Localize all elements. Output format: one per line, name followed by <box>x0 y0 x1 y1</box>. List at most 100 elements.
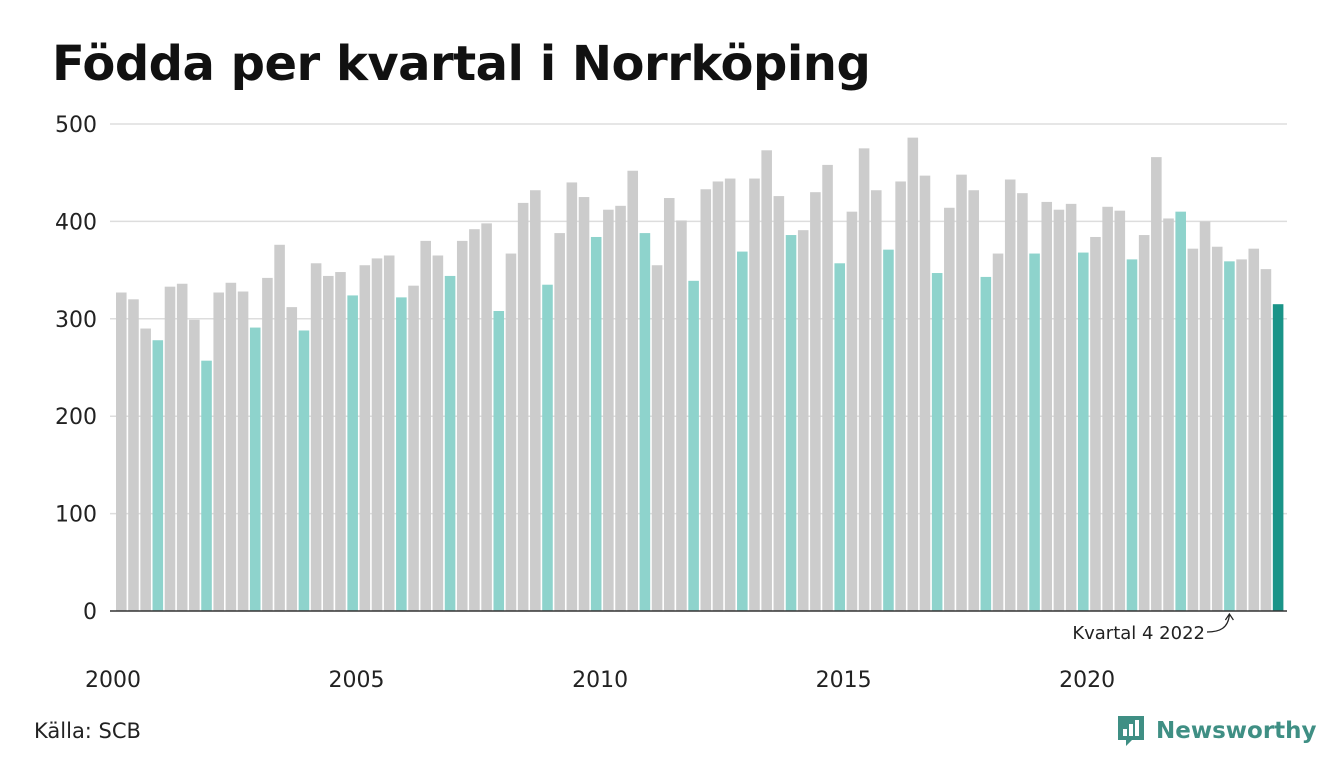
bar <box>176 283 188 611</box>
bar <box>724 178 736 611</box>
bar <box>676 220 687 611</box>
bar <box>870 190 882 611</box>
bar <box>688 280 699 611</box>
chart-title: Födda per kvartal i Norrköping <box>52 36 871 92</box>
bar <box>469 229 480 611</box>
y-tick-label: 400 <box>55 210 97 235</box>
bar <box>128 299 139 611</box>
bar <box>517 202 529 612</box>
bar <box>323 275 334 611</box>
annotation-arrowhead <box>1224 612 1234 621</box>
bar <box>992 253 1004 612</box>
y-axis-labels: 0 100 200 300 400 500 <box>55 113 97 625</box>
bar <box>530 190 541 611</box>
y-tick-label: 0 <box>83 600 97 625</box>
bar <box>505 253 517 612</box>
bar <box>152 340 164 611</box>
bar <box>1126 259 1138 611</box>
bar <box>1260 269 1272 611</box>
annotation-arrow <box>1206 614 1230 633</box>
x-tick-label: 2020 <box>1059 668 1115 693</box>
bar <box>1029 253 1040 612</box>
bar <box>396 297 407 611</box>
bar <box>456 240 468 611</box>
bar <box>615 205 626 612</box>
bar <box>1175 211 1186 611</box>
bar <box>773 196 785 612</box>
bar <box>578 197 590 612</box>
bar <box>858 148 870 611</box>
bar <box>274 244 285 611</box>
bar <box>262 277 273 611</box>
bar <box>956 174 967 611</box>
bar <box>627 170 639 611</box>
bar <box>834 263 846 611</box>
bar <box>590 236 602 611</box>
bar <box>1151 157 1162 611</box>
bar <box>420 240 432 611</box>
bar <box>1065 203 1077 612</box>
bar <box>822 164 833 611</box>
annotation: Kvartal 4 2022 <box>1072 612 1234 644</box>
bar <box>761 150 772 611</box>
y-tick-label: 500 <box>55 113 97 138</box>
bar <box>1077 252 1089 611</box>
bar <box>1114 210 1126 611</box>
brand-name: Newsworthy <box>1156 718 1317 744</box>
bar <box>481 223 492 611</box>
bar <box>1199 221 1211 611</box>
bar <box>347 295 358 611</box>
y-tick-label: 200 <box>55 405 97 430</box>
bar <box>249 327 261 611</box>
bar <box>846 211 858 611</box>
bar <box>797 230 809 611</box>
bar <box>944 207 955 611</box>
bar <box>335 272 346 611</box>
y-tick-label: 100 <box>55 503 97 528</box>
bar <box>116 292 127 611</box>
bar <box>1224 261 1235 611</box>
newsworthy-logo-icon <box>1118 716 1144 746</box>
bar <box>785 235 797 611</box>
bar <box>1236 259 1247 611</box>
bar <box>1041 201 1053 612</box>
source-label: Källa: SCB <box>34 719 141 743</box>
x-axis-labels: 2000 2005 2010 2015 2020 <box>85 668 1115 693</box>
bar <box>371 258 383 611</box>
bar <box>1090 236 1101 611</box>
bar <box>566 182 578 611</box>
bar <box>639 233 651 611</box>
bar <box>810 192 821 611</box>
bar <box>444 275 456 611</box>
x-tick-label: 2010 <box>572 668 628 693</box>
bar <box>542 284 553 611</box>
bar <box>883 249 894 611</box>
bar <box>1272 304 1284 611</box>
bar <box>712 181 724 611</box>
bar <box>1138 235 1150 611</box>
bar <box>968 190 979 611</box>
bar <box>980 276 992 611</box>
bar <box>164 286 176 611</box>
bar <box>1187 248 1199 611</box>
bar <box>895 181 906 611</box>
bar <box>931 273 943 611</box>
bar <box>359 265 371 611</box>
bar <box>213 292 224 611</box>
bar <box>201 360 212 611</box>
bar <box>737 251 748 611</box>
x-tick-label: 2015 <box>816 668 872 693</box>
annotation-label: Kvartal 4 2022 <box>1072 623 1205 644</box>
bar <box>1211 246 1223 611</box>
bar <box>1163 218 1174 611</box>
bar <box>432 255 444 612</box>
bar <box>493 311 505 611</box>
bar <box>1017 193 1028 612</box>
bar <box>663 198 675 612</box>
x-tick-label: 2000 <box>85 668 141 693</box>
bar <box>919 175 931 611</box>
bar <box>907 137 919 612</box>
bar <box>749 178 760 611</box>
bar <box>408 285 419 611</box>
